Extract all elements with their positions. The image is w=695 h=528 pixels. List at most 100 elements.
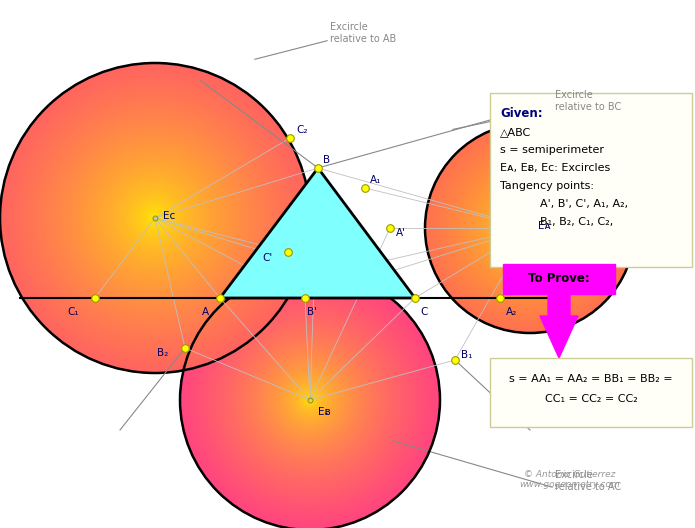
Circle shape	[207, 297, 413, 503]
Polygon shape	[155, 218, 292, 296]
Polygon shape	[530, 124, 548, 228]
Polygon shape	[530, 228, 631, 260]
Text: s = AA₁ = AA₂ = BB₁ = BB₂ =: s = AA₁ = AA₂ = BB₁ = BB₂ =	[509, 374, 673, 384]
Polygon shape	[21, 136, 155, 218]
Polygon shape	[508, 228, 530, 332]
Polygon shape	[455, 228, 530, 304]
Circle shape	[223, 313, 397, 487]
Polygon shape	[530, 188, 629, 228]
Polygon shape	[475, 137, 530, 228]
Polygon shape	[155, 218, 233, 355]
Circle shape	[483, 181, 578, 275]
Polygon shape	[530, 228, 633, 250]
Text: B₁: B₁	[461, 350, 473, 360]
Circle shape	[470, 167, 590, 288]
Circle shape	[120, 183, 190, 253]
Polygon shape	[155, 63, 166, 218]
Polygon shape	[155, 218, 237, 352]
Polygon shape	[155, 110, 270, 218]
Polygon shape	[155, 145, 294, 218]
Text: A₂: A₂	[506, 307, 517, 317]
Polygon shape	[530, 182, 626, 228]
Circle shape	[245, 335, 375, 465]
Polygon shape	[155, 218, 254, 340]
Polygon shape	[60, 92, 155, 218]
Circle shape	[216, 306, 404, 494]
Circle shape	[267, 357, 353, 443]
Circle shape	[482, 180, 578, 277]
Polygon shape	[87, 77, 155, 218]
Circle shape	[10, 73, 300, 363]
Polygon shape	[155, 71, 208, 218]
Circle shape	[31, 94, 279, 342]
Polygon shape	[448, 161, 530, 228]
Circle shape	[300, 390, 320, 410]
Polygon shape	[530, 141, 591, 228]
Circle shape	[79, 143, 231, 294]
Polygon shape	[436, 228, 530, 277]
Circle shape	[132, 195, 178, 241]
Polygon shape	[530, 125, 552, 228]
Polygon shape	[155, 218, 280, 314]
Polygon shape	[0, 213, 155, 218]
Circle shape	[236, 326, 384, 474]
Circle shape	[235, 325, 386, 475]
Polygon shape	[530, 213, 635, 228]
Polygon shape	[433, 228, 530, 271]
Polygon shape	[530, 228, 591, 315]
Polygon shape	[530, 228, 586, 319]
Polygon shape	[428, 199, 530, 228]
Polygon shape	[155, 218, 197, 369]
Polygon shape	[149, 63, 155, 218]
Circle shape	[192, 282, 428, 518]
Polygon shape	[60, 218, 155, 343]
Polygon shape	[425, 213, 530, 228]
Polygon shape	[433, 185, 530, 228]
Polygon shape	[530, 228, 605, 304]
Polygon shape	[491, 129, 530, 228]
Polygon shape	[155, 218, 289, 300]
Polygon shape	[155, 92, 250, 218]
Circle shape	[202, 292, 418, 508]
Circle shape	[468, 166, 591, 290]
Polygon shape	[68, 218, 155, 350]
Polygon shape	[47, 103, 155, 218]
Circle shape	[301, 391, 319, 409]
Polygon shape	[155, 207, 310, 218]
Polygon shape	[47, 218, 155, 333]
Circle shape	[44, 108, 265, 328]
Polygon shape	[457, 228, 530, 306]
Circle shape	[293, 383, 327, 417]
Text: △ABC: △ABC	[500, 127, 531, 137]
Polygon shape	[471, 139, 530, 228]
Circle shape	[518, 216, 542, 240]
Polygon shape	[530, 169, 619, 228]
Polygon shape	[133, 218, 155, 372]
Circle shape	[116, 179, 194, 257]
Text: Given:: Given:	[500, 107, 543, 120]
Polygon shape	[530, 172, 621, 228]
Circle shape	[17, 80, 293, 355]
Polygon shape	[18, 140, 155, 218]
Polygon shape	[155, 150, 297, 218]
Circle shape	[522, 220, 538, 236]
Polygon shape	[530, 228, 566, 328]
Polygon shape	[3, 218, 155, 256]
Circle shape	[274, 364, 346, 437]
Polygon shape	[155, 127, 284, 218]
Circle shape	[189, 279, 431, 521]
Circle shape	[8, 71, 302, 365]
Polygon shape	[9, 218, 155, 276]
Polygon shape	[427, 228, 530, 250]
Polygon shape	[530, 228, 595, 313]
Polygon shape	[425, 224, 530, 228]
Circle shape	[66, 129, 244, 307]
Polygon shape	[82, 79, 155, 218]
Polygon shape	[0, 218, 155, 223]
Circle shape	[95, 158, 215, 278]
Polygon shape	[40, 218, 155, 326]
FancyBboxPatch shape	[490, 93, 692, 267]
Circle shape	[464, 163, 596, 294]
Polygon shape	[155, 218, 309, 245]
Polygon shape	[128, 64, 155, 218]
